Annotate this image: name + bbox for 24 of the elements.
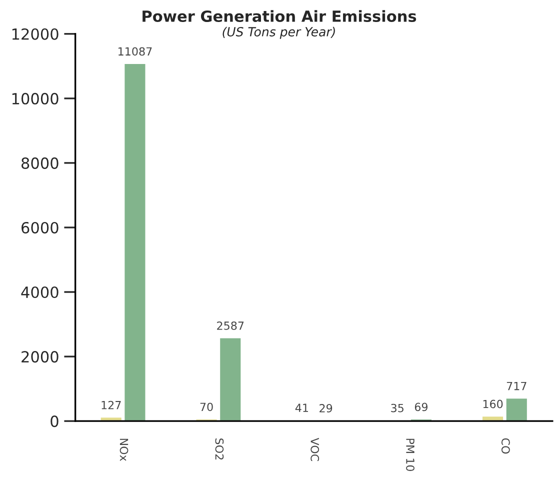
x-tick-label: PM 10 [406, 438, 414, 471]
data-label: 717 [506, 382, 526, 390]
data-label: 127 [102, 400, 121, 410]
y-tick-label: 0 [50, 416, 58, 428]
chart-title: Power Generation Air Emissions [142, 10, 416, 22]
data-label: 2587 [217, 321, 244, 330]
y-tick-label: 2000 [22, 351, 58, 363]
y-tick-label: 4000 [21, 286, 58, 298]
y-tick-label: 12000 [12, 28, 58, 40]
data-label: 41 [295, 404, 308, 412]
x-tick-label: SO2 [215, 438, 224, 460]
data-label: 70 [200, 402, 213, 412]
data-label: 35 [391, 404, 404, 412]
x-tick-label: NOx [120, 438, 128, 462]
x-tick-label: CO [501, 438, 510, 454]
data-label: 160 [483, 400, 503, 408]
data-label: 11087 [118, 47, 152, 56]
y-tick-label: 6000 [22, 222, 58, 234]
data-label: 69 [414, 402, 428, 412]
chart-subtitle: (US Tons per Year) [222, 26, 335, 39]
y-tick-label: 10000 [12, 92, 58, 104]
data-label: 29 [320, 404, 332, 412]
y-tick-label: 8000 [22, 157, 58, 169]
x-tick-label: VOC [310, 438, 320, 462]
